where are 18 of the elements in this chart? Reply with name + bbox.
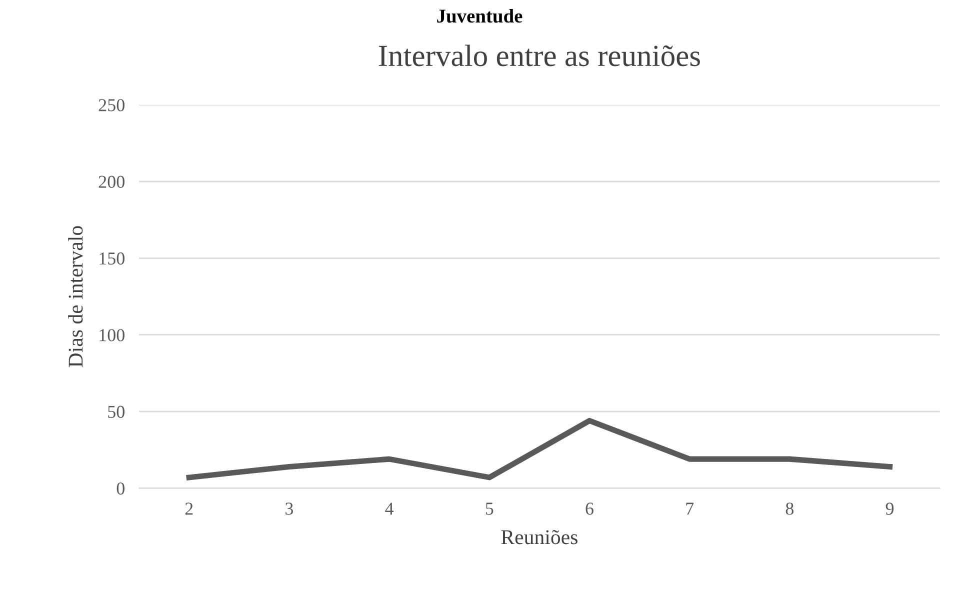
x-tick-label: 5 [486,502,494,515]
x-tick-label: 8 [786,502,794,515]
y-tick-label: 150 [100,252,124,265]
x-axis-title: Reuniões [501,530,578,544]
y-axis-title: Dias de intervalo [68,226,83,368]
y-tick-label: 50 [108,406,124,418]
y-tick-label: 0 [116,482,124,495]
y-tick-label: 250 [98,99,124,112]
x-tick-label: 2 [185,502,193,515]
x-tick-label: 4 [385,502,394,515]
text: Juventude [437,8,522,23]
x-tick-label: 3 [286,502,294,515]
chart-title: Intervalo entre as reuniões [378,44,700,66]
x-tick-label: 9 [886,502,894,515]
y-tick-label: 200 [98,176,124,188]
y-tick-label: 100 [100,329,124,342]
x-tick-label: 7 [686,502,694,515]
x-tick-label: 6 [586,502,594,515]
